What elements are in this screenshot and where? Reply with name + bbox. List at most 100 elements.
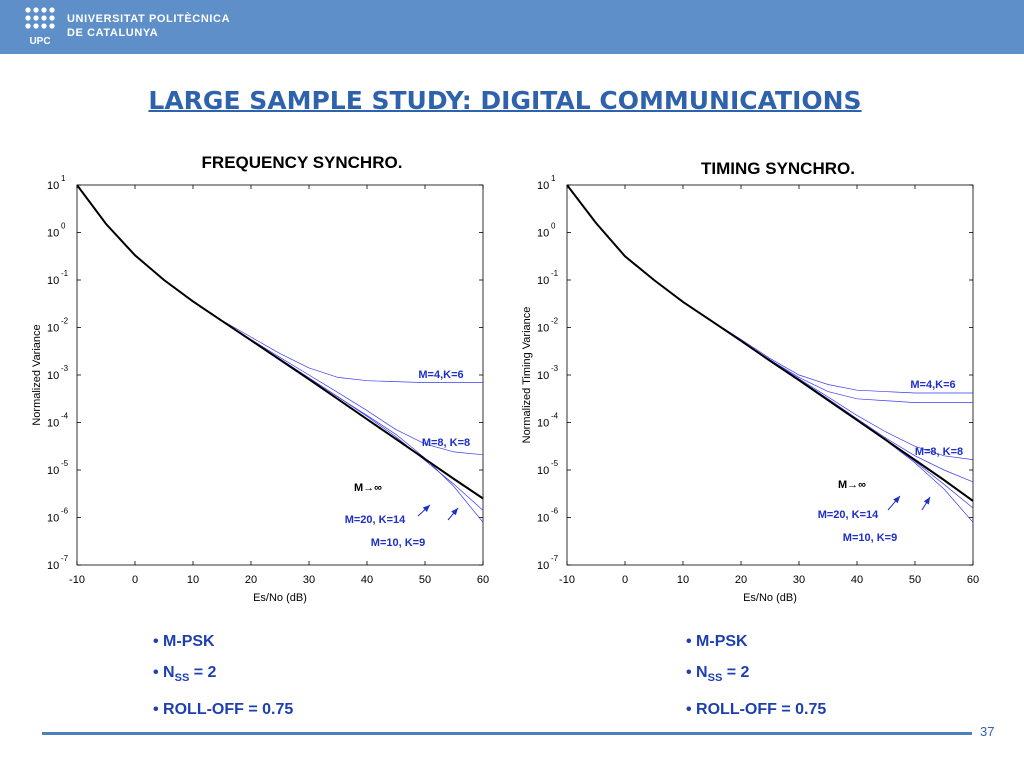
annotation-label: M=10, K=9 (843, 532, 897, 544)
x-tick-label: 30 (793, 574, 805, 586)
page-number: 37 (980, 724, 995, 739)
y-tick-exponent: -6 (551, 507, 559, 516)
y-tick-label: 10 (47, 465, 59, 477)
y-tick-label: 10 (47, 323, 59, 335)
y-tick-exponent: 0 (551, 222, 556, 231)
annotation-arrowhead (422, 505, 430, 512)
y-tick-exponent: 0 (61, 222, 66, 231)
bullet-mpsk: • M-PSK (686, 633, 748, 650)
x-tick-label: 40 (851, 574, 863, 586)
x-tick-label: 40 (361, 574, 373, 586)
y-tick-exponent: -2 (61, 317, 69, 326)
y-tick-exponent: 1 (61, 174, 66, 183)
y-tick-label: 10 (537, 465, 549, 477)
annotation-arrowhead (893, 496, 900, 504)
x-axis-label: Es/No (dB) (253, 592, 307, 604)
y-tick-exponent: -5 (61, 459, 69, 468)
charts-canvas: -10 0 10 20 30 40 50 6010110010-110-210-310-410… (31, 153, 979, 604)
y-tick-label: 10 (47, 560, 59, 572)
y-tick-label: 10 (537, 323, 549, 335)
y-tick-label: 10 (47, 370, 59, 382)
x-tick-label: 20 (245, 574, 257, 586)
y-tick-exponent: -3 (551, 364, 559, 373)
x-tick-label: -10 (69, 574, 85, 586)
slide-title: LARGE SAMPLE STUDY: DIGITAL COMMUNICATIO… (148, 86, 862, 115)
y-tick-exponent: -3 (61, 364, 69, 373)
annotation-label: M→∞ (354, 482, 382, 494)
x-axis-label: Es/No (dB) (743, 592, 797, 604)
y-axis-label: Normalized Variance (31, 324, 43, 425)
header-bar: UPC UNIVERSITAT POLITÈCNICA DE CATALUNYA (0, 0, 1024, 54)
bullet-list-frequency: • M-PSK • NSS = 2 • ROLL-OFF = 0.75 (153, 626, 293, 725)
annotation-label: M→∞ (838, 479, 866, 491)
chart-frequency: -10 0 10 20 30 40 50 6010110010-110-210-310-410… (31, 153, 489, 604)
y-tick-exponent: -7 (551, 554, 559, 563)
x-tick-label: 50 (909, 574, 921, 586)
bullet-nss: • NSS = 2 (153, 664, 217, 685)
annotation-label: M=8, K=8 (422, 437, 470, 449)
chart-title: TIMING SYNCHRO. (701, 159, 855, 178)
y-tick-label: 10 (537, 560, 549, 572)
y-tick-label: 10 (537, 228, 549, 240)
y-tick-label: 10 (537, 370, 549, 382)
chart-timing: -10 0 10 20 30 40 50 6010110010-110-210-310-410… (521, 159, 979, 604)
series-line (76, 184, 483, 383)
y-tick-label: 10 (537, 418, 549, 430)
series-line (566, 184, 974, 523)
series-line (566, 184, 973, 403)
x-tick-label: 60 (477, 574, 489, 586)
annotation-label: M=4,K=6 (910, 379, 955, 391)
chart-title: FREQUENCY SYNCHRO. (202, 153, 403, 172)
logo-text: UNIVERSITAT POLITÈCNICA DE CATALUNYA (67, 12, 230, 40)
x-tick-label: 30 (303, 574, 315, 586)
y-tick-label: 10 (47, 275, 59, 287)
y-tick-label: 10 (537, 180, 549, 192)
annotation-arrowhead (451, 508, 458, 516)
bullet-nss: • NSS = 2 (686, 664, 750, 685)
annotation-label: M=20, K=14 (345, 514, 406, 526)
y-tick-exponent: 1 (551, 174, 556, 183)
logo-mark-text: UPC (29, 36, 50, 47)
annotation-label: M=20, K=14 (818, 509, 879, 521)
x-tick-label: 0 (132, 574, 138, 586)
annotation-label: M=4,K=6 (418, 369, 463, 381)
bullet-list-timing: • M-PSK • NSS = 2 • ROLL-OFF = 0.75 (686, 626, 826, 725)
x-tick-label: 10 (677, 574, 689, 586)
bullet-rolloff: • ROLL-OFF = 0.75 (686, 701, 827, 719)
logo-line-2: DE CATALUNYA (67, 27, 159, 39)
series-line (76, 184, 484, 511)
y-tick-label: 10 (47, 180, 59, 192)
y-tick-label: 10 (47, 418, 59, 430)
series-line-limit (76, 184, 484, 500)
footer-divider (42, 732, 972, 735)
bullet-rolloff: • ROLL-OFF = 0.75 (153, 701, 294, 719)
y-tick-exponent: -2 (551, 317, 559, 326)
y-tick-exponent: -4 (61, 412, 69, 421)
y-tick-exponent: -1 (61, 269, 69, 278)
plot-frame (566, 184, 974, 566)
annotation-label: M=8, K=8 (915, 446, 963, 458)
x-tick-label: 0 (622, 574, 628, 586)
bullet-mpsk: • M-PSK (153, 633, 215, 650)
series-line (76, 184, 484, 456)
x-tick-label: 50 (419, 574, 431, 586)
y-tick-label: 10 (537, 513, 549, 525)
x-tick-label: 20 (735, 574, 747, 586)
series-line (566, 184, 974, 483)
y-tick-exponent: -1 (551, 269, 559, 278)
x-tick-label: -10 (559, 574, 575, 586)
annotation-label: M=10, K=9 (371, 537, 425, 549)
x-tick-label: 10 (187, 574, 199, 586)
y-tick-label: 10 (537, 275, 549, 287)
y-tick-label: 10 (47, 228, 59, 240)
series-line (566, 184, 974, 460)
y-axis-label: Normalized Timing Variance (521, 307, 533, 444)
annotation-arrowhead (923, 497, 930, 505)
series-line-limit (566, 184, 974, 502)
series-line (566, 184, 974, 509)
y-tick-exponent: -6 (61, 507, 69, 516)
y-tick-exponent: -4 (551, 412, 559, 421)
x-tick-label: 60 (967, 574, 979, 586)
logo-line-1: UNIVERSITAT POLITÈCNICA (67, 13, 231, 25)
y-tick-exponent: -7 (61, 554, 69, 563)
